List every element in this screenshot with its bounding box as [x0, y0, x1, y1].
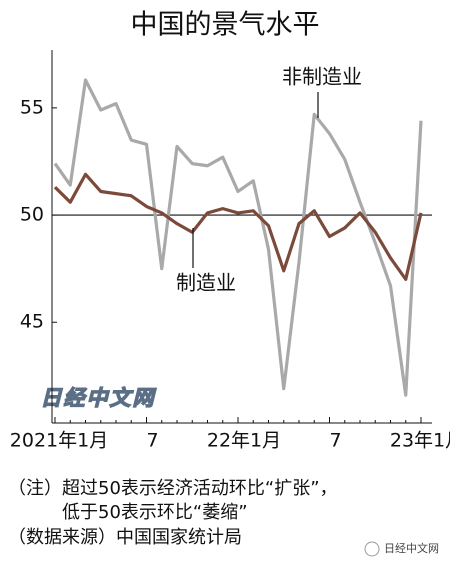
source: （数据来源）中国国家统计局 — [8, 527, 242, 548]
x-tick-label: 23年1月 — [390, 430, 450, 452]
y-tick-label: 55 — [20, 96, 44, 118]
note: 低于50表示环比“萎缩” — [62, 502, 248, 523]
logo-icon — [364, 541, 380, 557]
x-tick-label: 2021年1月 — [10, 430, 108, 452]
line-series — [53, 172, 423, 281]
line-series — [53, 78, 423, 397]
y-tick-label: 45 — [20, 311, 44, 333]
x-tick-label: 22年1月 — [207, 430, 281, 452]
x-tick-label: 7 — [146, 430, 158, 452]
series-label: 制造业 — [176, 271, 236, 295]
series-label: 非制造业 — [282, 65, 362, 89]
y-tick-label: 50 — [20, 204, 44, 226]
watermark: 日经中文网 — [41, 386, 157, 410]
logo: 日经中文网 — [384, 541, 439, 555]
note: （注）超过50表示经济活动环比“扩张”， — [8, 478, 338, 499]
chart-title: 中国的景气水平 — [131, 10, 320, 41]
x-tick-label: 7 — [329, 430, 341, 452]
